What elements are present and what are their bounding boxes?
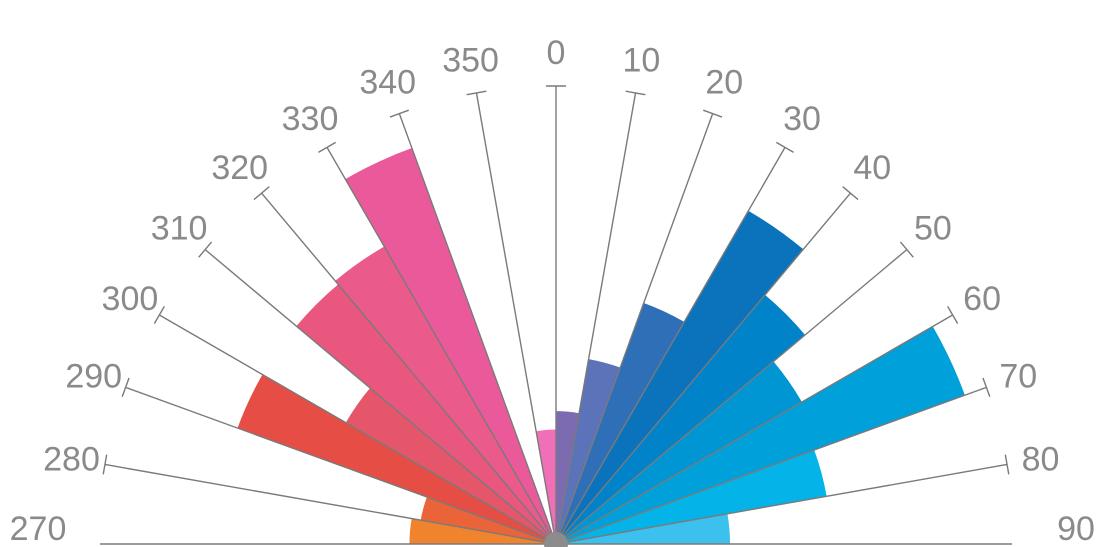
rose-sector [335, 246, 556, 544]
direction-label: 20 [705, 64, 743, 102]
direction-label: 90 [1057, 510, 1095, 547]
direction-spoke [159, 314, 557, 545]
spoke-cap [982, 377, 991, 397]
direction-spoke [125, 386, 557, 545]
direction-label: 280 [43, 441, 100, 479]
direction-label: 60 [963, 280, 1001, 318]
direction-label: 300 [102, 280, 159, 318]
rose-sector [556, 450, 827, 544]
spoke-cap [121, 377, 130, 397]
spoke-cap [1004, 454, 1010, 475]
direction-label: 80 [1022, 441, 1060, 479]
direction-spoke [555, 147, 786, 545]
direction-spokes [102, 85, 1010, 545]
direction-spoke [555, 92, 637, 545]
direction-label: 30 [783, 100, 821, 138]
direction-label: 290 [65, 358, 122, 396]
direction-spoke [555, 192, 851, 545]
direction-label: 340 [359, 64, 416, 102]
direction-label: 0 [547, 34, 566, 72]
rose-sector [556, 210, 804, 544]
direction-label: 270 [10, 510, 67, 547]
center-hub [544, 532, 568, 547]
direction-label: 40 [853, 149, 891, 187]
rose-sector [556, 294, 806, 544]
rose-sector [556, 302, 685, 544]
direction-label: 70 [999, 358, 1037, 396]
rose-sector [556, 361, 802, 544]
direction-spoke [555, 249, 908, 545]
spoke-cap [775, 141, 795, 153]
spoke-cap [899, 241, 914, 258]
direction-spoke [261, 192, 557, 545]
spoke-cap [253, 186, 270, 201]
spoke-cap [317, 141, 337, 153]
direction-label: 50 [914, 210, 952, 248]
direction-label: 330 [282, 100, 339, 138]
spoke-cap [842, 186, 859, 201]
direction-label: 310 [151, 210, 208, 248]
direction-spoke [555, 314, 953, 545]
rose-sector [556, 359, 621, 544]
rose-sector [296, 284, 556, 544]
spoke-cap [466, 90, 487, 96]
rose-sector [556, 326, 965, 544]
direction-spoke [326, 147, 557, 545]
spoke-cap [703, 109, 723, 118]
direction-label: 350 [442, 42, 499, 80]
rose-sector [237, 374, 556, 544]
spoke-cap [947, 305, 959, 325]
rose-sectors [237, 148, 965, 545]
rose-sector [345, 148, 556, 545]
direction-spoke [475, 92, 557, 545]
direction-label: 320 [211, 149, 268, 187]
direction-spoke [555, 386, 987, 545]
spoke-cap [102, 454, 108, 475]
direction-spoke [555, 113, 714, 545]
direction-label: 10 [622, 42, 660, 80]
direction-spoke [204, 249, 557, 545]
direction-spoke [104, 463, 557, 545]
rose-sector [345, 387, 556, 544]
spoke-cap [153, 305, 165, 325]
spoke-cap [389, 109, 409, 118]
spoke-cap [625, 90, 646, 96]
direction-spoke [398, 113, 557, 545]
direction-spoke [555, 463, 1008, 545]
spoke-cap [198, 241, 213, 258]
